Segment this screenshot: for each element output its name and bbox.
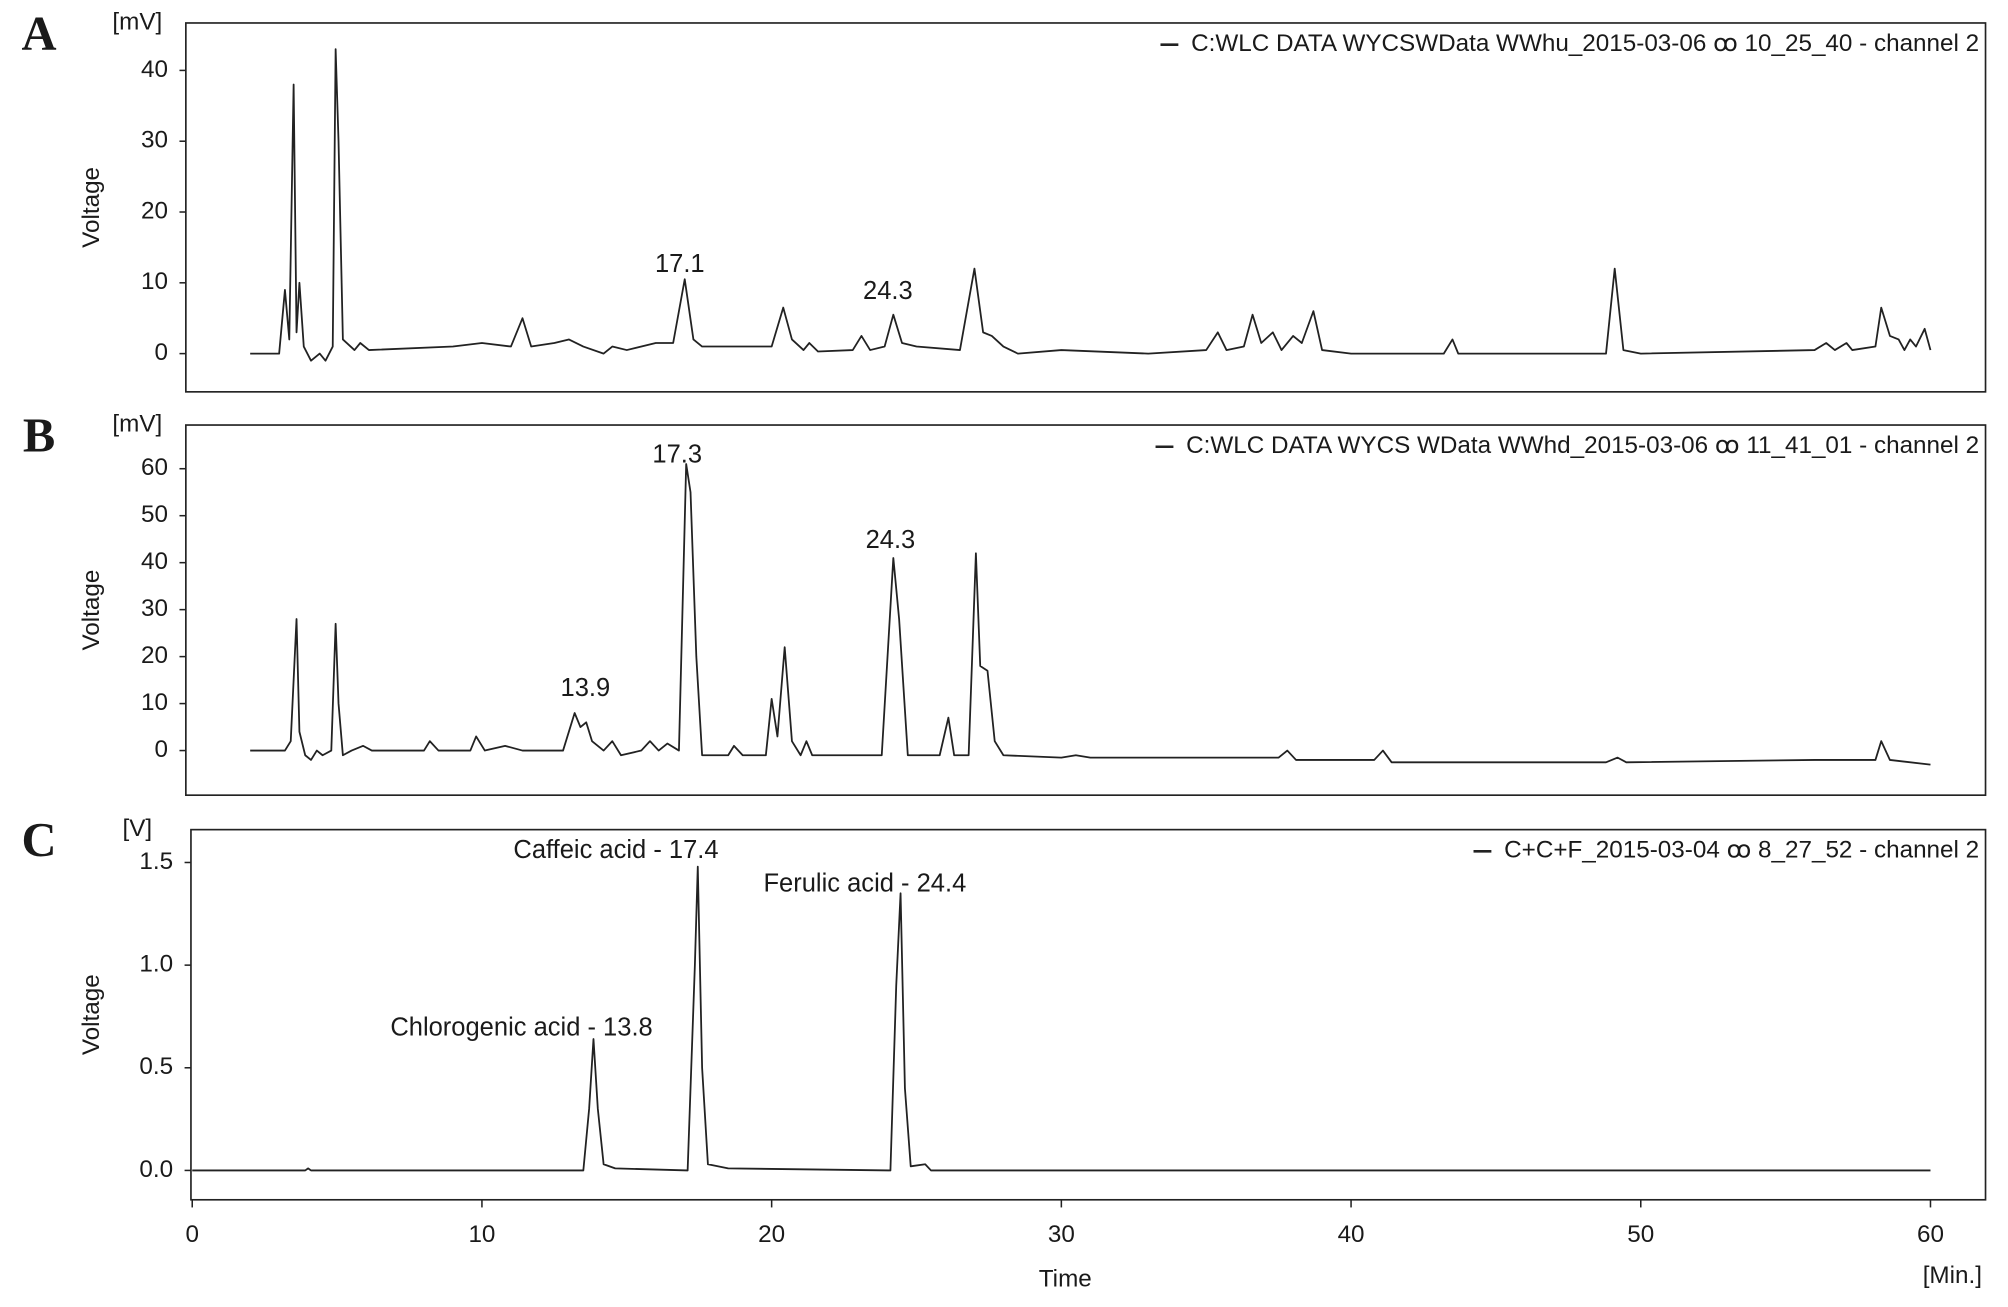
y-tick-label: 10: [141, 268, 168, 295]
trace-line: [250, 48, 1932, 362]
background: [3, 0, 2005, 1307]
y-tick-label: 20: [141, 642, 168, 669]
x-tick-label: 40: [1338, 1221, 1365, 1248]
y-axis-label: Voltage: [78, 974, 105, 1055]
x-tick-label: 50: [1627, 1221, 1654, 1248]
y-unit: [mV]: [112, 8, 162, 35]
legend-label: C:WLC DATA WYCSWData WWhu_2015-03-06 ꝏ 1…: [1191, 30, 1979, 57]
y-tick-label: 0.0: [139, 1156, 173, 1183]
plot-frame: [185, 22, 1987, 393]
y-tick-label: 60: [141, 454, 168, 481]
x-unit: [Min.]: [1923, 1262, 1982, 1289]
legend-label: C+C+F_2015-03-04 ꝏ 8_27_52 - channel 2: [1504, 837, 1979, 864]
panel-label: A: [22, 7, 57, 60]
peak-annotation: Ferulic acid - 24.4: [763, 869, 966, 897]
y-tick-label: 30: [141, 127, 168, 154]
x-tick-label: 60: [1917, 1221, 1944, 1248]
x-axis-label: Time: [1039, 1266, 1092, 1293]
y-tick-label: 0: [154, 736, 168, 763]
plot-frame: [190, 828, 1987, 1201]
y-tick-label: 10: [141, 689, 168, 716]
y-tick-label: 0.5: [139, 1053, 173, 1080]
y-tick-label: 1.5: [139, 848, 173, 875]
panel-label: B: [23, 409, 55, 462]
y-axis-label: Voltage: [78, 167, 105, 248]
peak-annotation: 17.1: [655, 250, 705, 278]
x-tick-label: 10: [468, 1221, 495, 1248]
peak-annotation: 17.3: [652, 440, 702, 468]
x-tick-label: 20: [758, 1221, 785, 1248]
trace-line: [250, 463, 1931, 766]
y-tick-label: 40: [141, 56, 168, 83]
x-tick-label: 0: [185, 1221, 198, 1248]
y-tick-label: 0: [154, 339, 168, 366]
y-axis-label: Voltage: [78, 570, 105, 651]
y-unit: [mV]: [112, 410, 162, 437]
peak-annotation: 24.3: [863, 277, 913, 305]
y-tick-label: 1.0: [139, 951, 173, 978]
panel-label: C: [22, 814, 57, 867]
y-tick-label: 50: [141, 501, 168, 528]
trace-line: [192, 865, 1931, 1172]
peak-annotation: 13.9: [561, 674, 611, 702]
y-tick-label: 20: [141, 197, 168, 224]
x-tick-label: 30: [1048, 1221, 1075, 1248]
y-unit: [V]: [123, 815, 153, 842]
peak-annotation: Chlorogenic acid - 13.8: [390, 1013, 652, 1041]
y-tick-label: 30: [141, 595, 168, 622]
peak-annotation: 24.3: [866, 526, 916, 554]
y-tick-label: 40: [141, 548, 168, 575]
legend-label: C:WLC DATA WYCS WData WWhd_2015-03-06 ꝏ …: [1186, 432, 1979, 459]
peak-annotation: Caffeic acid - 17.4: [513, 836, 718, 864]
